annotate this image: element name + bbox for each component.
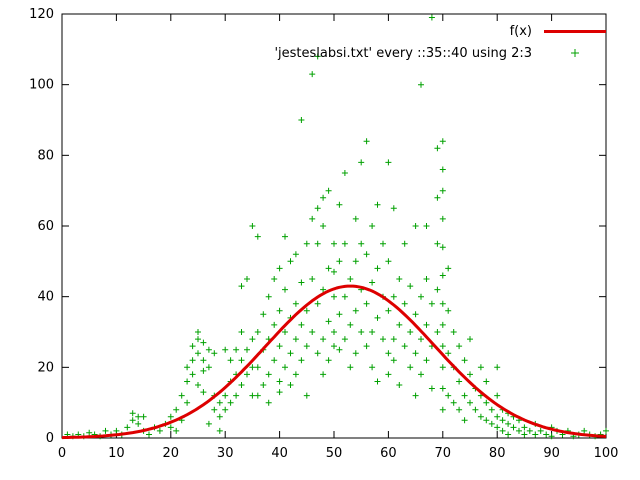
plot-border bbox=[61, 13, 607, 439]
y-tick-label: 40 bbox=[37, 290, 54, 305]
x-tick-label: 20 bbox=[163, 446, 180, 461]
x-tick-label: 70 bbox=[435, 446, 452, 461]
legend-label-datafile: 'jesteslabsi.txt' every ::35::40 using 2… bbox=[274, 45, 532, 61]
x-tick-label: 40 bbox=[271, 446, 288, 461]
y-tick-label: 0 bbox=[46, 431, 54, 446]
legend: f(x) 'jesteslabsi.txt' every ::35::40 us… bbox=[274, 20, 606, 64]
x-tick-label: 10 bbox=[108, 446, 125, 461]
legend-row-line: f(x) bbox=[274, 20, 606, 42]
red-line-sample-icon bbox=[544, 29, 606, 33]
x-tick-label: 30 bbox=[217, 446, 234, 461]
x-tick-label: 50 bbox=[326, 446, 343, 461]
legend-point-sample bbox=[544, 46, 606, 60]
legend-row-points: 'jesteslabsi.txt' every ::35::40 using 2… bbox=[274, 42, 606, 64]
legend-line-sample bbox=[544, 24, 606, 38]
x-tick-label: 100 bbox=[594, 446, 619, 461]
y-tick-label: 100 bbox=[29, 78, 54, 93]
x-tick-label: 0 bbox=[58, 446, 66, 461]
function-curve bbox=[61, 284, 607, 440]
y-tick-label: 120 bbox=[29, 7, 54, 22]
y-tick-label: 20 bbox=[37, 360, 54, 375]
y-tick-label: 80 bbox=[37, 148, 54, 163]
x-tick-label: 90 bbox=[543, 446, 560, 461]
scatter-points bbox=[64, 14, 609, 440]
legend-label-fx: f(x) bbox=[509, 23, 532, 39]
y-tick-label: 60 bbox=[37, 219, 54, 234]
x-tick-label: 80 bbox=[489, 446, 506, 461]
x-tick-label: 60 bbox=[380, 446, 397, 461]
plus-marker-icon bbox=[571, 49, 579, 57]
